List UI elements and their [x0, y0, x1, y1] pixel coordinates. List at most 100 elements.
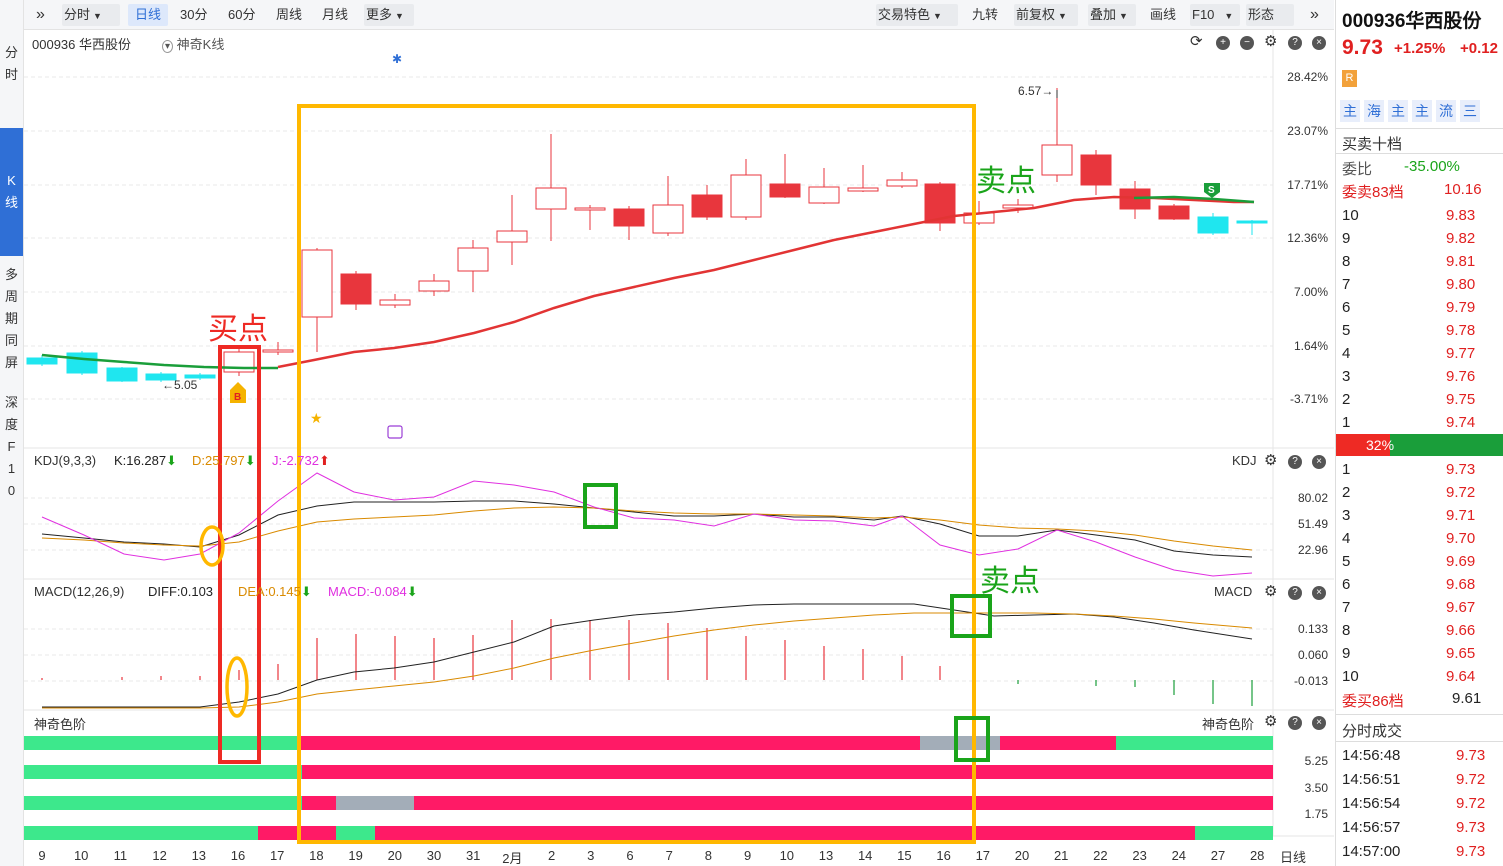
- x-tick: 2: [547, 848, 556, 863]
- buy-level-row[interactable]: 1 9.73: [1336, 458, 1503, 481]
- buy-highlight-box: [218, 345, 261, 764]
- ratio-pct: 32%: [1366, 437, 1395, 453]
- kline-chart[interactable]: B S ★ 000936 华西股份 ▾ 神奇K线 ✱ ⟳ + − ⚙ ? × 28.…: [24, 30, 1334, 866]
- gear-icon[interactable]: ⚙: [1264, 33, 1278, 50]
- buy-point-label: 买点: [208, 313, 268, 346]
- tab-2[interactable]: 海: [1364, 100, 1384, 122]
- draw-line-button[interactable]: 画线: [1150, 7, 1177, 22]
- zoom-in-icon[interactable]: +: [1216, 36, 1230, 50]
- buy-level-row[interactable]: 6 9.68: [1336, 573, 1503, 596]
- sell-level-row[interactable]: 8 9.81: [1336, 250, 1503, 273]
- period-fenshi[interactable]: 分时 ▼: [62, 4, 120, 26]
- gear-icon[interactable]: ⚙: [1264, 452, 1278, 469]
- tab-3[interactable]: 主: [1388, 100, 1408, 122]
- sell-level-row[interactable]: 4 9.77: [1336, 342, 1503, 365]
- chevron-down-icon: ▼: [93, 11, 102, 21]
- trade-price: 9.73: [1456, 819, 1486, 836]
- x-period-label: 日线: [1280, 850, 1307, 865]
- tab-1[interactable]: 主: [1340, 100, 1360, 122]
- help-icon[interactable]: ?: [1288, 586, 1302, 600]
- f10-menu[interactable]: F10 ▼: [1190, 4, 1240, 26]
- x-tick: 19: [348, 848, 363, 863]
- tab-4[interactable]: 主: [1412, 100, 1432, 122]
- chart-canvas[interactable]: B S ★: [24, 30, 1334, 866]
- close-icon[interactable]: ×: [1312, 455, 1326, 469]
- sell-level-row[interactable]: 6 9.79: [1336, 296, 1503, 319]
- adjust-menu[interactable]: 前复权 ▼: [1014, 4, 1078, 26]
- buy-level-row[interactable]: 2 9.72: [1336, 481, 1503, 504]
- x-tick: 10: [779, 848, 795, 863]
- close-icon[interactable]: ×: [1312, 716, 1326, 730]
- sell-level-row[interactable]: 10 9.83: [1336, 204, 1503, 227]
- buy-level-row[interactable]: 5 9.69: [1336, 550, 1503, 573]
- level-price: 9.71: [1446, 507, 1476, 524]
- buy-level-row[interactable]: 8 9.66: [1336, 619, 1503, 642]
- trade-feature-menu[interactable]: 交易特色 ▼: [876, 4, 958, 26]
- nav-kline[interactable]: K线: [0, 128, 23, 256]
- zoom-out-icon[interactable]: −: [1240, 36, 1254, 50]
- x-tick: 11: [113, 848, 128, 863]
- level-price: 9.70: [1446, 530, 1476, 547]
- nav-depth-f10[interactable]: 深度F10: [4, 395, 18, 498]
- buy-level-row[interactable]: 9 9.65: [1336, 642, 1503, 665]
- period-day[interactable]: 日线: [128, 4, 168, 26]
- buy-level-row[interactable]: 10 9.64: [1336, 665, 1503, 688]
- trade-time: 14:56:57: [1342, 819, 1401, 836]
- tab-5[interactable]: 流: [1436, 100, 1456, 122]
- nav-fenshi[interactable]: 分时: [4, 45, 18, 82]
- color-band-segment: [1195, 826, 1273, 840]
- expand-icon[interactable]: »: [1310, 6, 1319, 23]
- sell-level-row[interactable]: 9 9.82: [1336, 227, 1503, 250]
- level-price: 9.74: [1446, 414, 1476, 431]
- sell-level-row[interactable]: 2 9.75: [1336, 388, 1503, 411]
- period-month[interactable]: 月线: [322, 7, 349, 22]
- period-30min[interactable]: 30分: [180, 7, 208, 22]
- y-tick: 12.36%: [1287, 231, 1328, 245]
- level-number: 5: [1342, 322, 1351, 339]
- color-band-segment: [375, 826, 1195, 840]
- quote-panel: 000936华西股份 9.73 +1.25% +0.12 R 主 海 主 主 流…: [1335, 0, 1503, 866]
- help-icon[interactable]: ?: [1288, 716, 1302, 730]
- ratio-bar-fill: [1336, 434, 1390, 456]
- x-tick: 3: [587, 848, 595, 863]
- candle-body: [613, 208, 645, 227]
- close-icon[interactable]: ×: [1312, 586, 1326, 600]
- close-icon[interactable]: ×: [1312, 36, 1326, 50]
- tab-6[interactable]: 三: [1460, 100, 1480, 122]
- kdj-y-tick: 80.02: [1297, 491, 1328, 505]
- sell-level-row[interactable]: 7 9.80: [1336, 273, 1503, 296]
- period-week[interactable]: 周线: [276, 7, 303, 22]
- period-60min[interactable]: 60分: [228, 7, 256, 22]
- gear-icon[interactable]: ⚙: [1264, 713, 1278, 730]
- level-number: 9: [1342, 645, 1351, 662]
- macd-name: MACD(12,26,9): [34, 584, 125, 599]
- sell-level-row[interactable]: 1 9.74: [1336, 411, 1503, 434]
- pattern-button[interactable]: 形态: [1246, 4, 1294, 26]
- buy-level-row[interactable]: 4 9.70: [1336, 527, 1503, 550]
- help-icon[interactable]: ?: [1288, 455, 1302, 469]
- arrow-down-icon: ⬇: [166, 453, 177, 468]
- x-tick: 28: [1249, 848, 1265, 863]
- level-price: 9.64: [1446, 668, 1476, 685]
- buy-level-row[interactable]: 3 9.71: [1336, 504, 1503, 527]
- overlay-menu[interactable]: 叠加 ▼: [1088, 4, 1136, 26]
- sell-level-row[interactable]: 5 9.78: [1336, 319, 1503, 342]
- color-band-segment: [24, 796, 302, 810]
- gear-icon[interactable]: ⚙: [1264, 583, 1278, 600]
- indicator-select[interactable]: ▾ 神奇K线: [162, 34, 224, 53]
- refresh-icon[interactable]: ⟳: [1190, 33, 1203, 50]
- macd-macd-value: MACD:-0.084⬇: [328, 584, 418, 599]
- x-tick: 20: [387, 848, 403, 863]
- buy-level-row[interactable]: 7 9.67: [1336, 596, 1503, 619]
- jiuzhuan-button[interactable]: 九转: [972, 7, 999, 22]
- nav-multi-period[interactable]: 多周期同屏: [4, 267, 18, 370]
- collapse-icon[interactable]: »: [36, 6, 45, 23]
- toolbar: » 分时 ▼ 日线 30分 60分 周线 月线 更多 ▼ 交易特色 ▼ 九转 前复权 ▼…: [24, 0, 1334, 30]
- chevron-down-icon: ▼: [1119, 11, 1128, 21]
- period-more[interactable]: 更多 ▼: [364, 4, 414, 26]
- sell-level-row[interactable]: 3 9.76: [1336, 365, 1503, 388]
- kdj-right-label: KDJ: [1232, 453, 1257, 468]
- help-icon[interactable]: ?: [1288, 36, 1302, 50]
- buy-marker-text: B: [234, 392, 241, 403]
- change-abs: +0.12: [1460, 40, 1498, 57]
